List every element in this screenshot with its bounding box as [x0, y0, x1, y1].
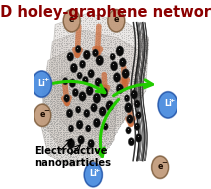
Circle shape	[34, 104, 51, 126]
Circle shape	[99, 107, 106, 116]
Circle shape	[66, 109, 73, 118]
Circle shape	[95, 78, 102, 87]
Text: e: e	[69, 15, 74, 24]
Circle shape	[92, 49, 98, 57]
Circle shape	[76, 120, 83, 129]
Circle shape	[127, 115, 133, 123]
Text: Electroactive
nanoparticles: Electroactive nanoparticles	[34, 146, 111, 168]
Circle shape	[93, 118, 100, 128]
Circle shape	[32, 71, 51, 97]
Circle shape	[116, 46, 124, 56]
Circle shape	[69, 79, 76, 88]
Polygon shape	[51, 13, 149, 123]
Circle shape	[63, 9, 80, 32]
Circle shape	[63, 10, 80, 32]
Circle shape	[124, 95, 130, 102]
Text: Li: Li	[89, 169, 97, 178]
Circle shape	[79, 91, 86, 101]
Circle shape	[84, 109, 90, 118]
Circle shape	[108, 9, 125, 32]
Text: −: −	[73, 14, 78, 20]
Circle shape	[70, 63, 77, 73]
Circle shape	[64, 94, 70, 102]
Text: +: +	[43, 77, 49, 82]
Circle shape	[93, 93, 101, 103]
Polygon shape	[42, 47, 128, 155]
Circle shape	[88, 69, 94, 78]
Circle shape	[68, 125, 74, 132]
Polygon shape	[41, 72, 117, 166]
Circle shape	[67, 139, 75, 149]
Circle shape	[108, 10, 125, 32]
Circle shape	[100, 88, 108, 98]
Circle shape	[62, 78, 68, 85]
Circle shape	[122, 69, 129, 79]
Text: −: −	[117, 14, 123, 20]
Circle shape	[31, 71, 52, 98]
Text: +: +	[95, 168, 100, 173]
Circle shape	[135, 134, 142, 142]
Circle shape	[103, 123, 108, 130]
Circle shape	[76, 106, 81, 113]
Circle shape	[34, 104, 51, 127]
Circle shape	[88, 139, 95, 148]
Circle shape	[84, 163, 103, 187]
Circle shape	[86, 86, 93, 95]
Circle shape	[110, 53, 115, 60]
Text: e: e	[39, 110, 45, 119]
Circle shape	[151, 156, 169, 179]
Text: +: +	[170, 98, 175, 103]
Text: −: −	[43, 108, 49, 115]
Circle shape	[75, 45, 81, 53]
Circle shape	[106, 101, 114, 111]
Circle shape	[128, 138, 134, 146]
Circle shape	[83, 50, 90, 60]
Circle shape	[131, 90, 138, 99]
Polygon shape	[48, 30, 140, 136]
Text: 3D holey-graphene network: 3D holey-graphene network	[0, 5, 211, 20]
Circle shape	[136, 112, 141, 119]
Circle shape	[113, 73, 121, 82]
Circle shape	[79, 60, 86, 68]
Circle shape	[84, 163, 102, 187]
Text: −: −	[161, 160, 167, 167]
Circle shape	[82, 76, 88, 84]
Circle shape	[67, 52, 74, 61]
Circle shape	[119, 58, 126, 67]
Text: e: e	[114, 15, 119, 24]
Circle shape	[91, 103, 97, 112]
Text: Li: Li	[164, 99, 172, 108]
Circle shape	[134, 100, 140, 108]
Circle shape	[85, 125, 91, 132]
Circle shape	[116, 84, 124, 94]
Circle shape	[77, 72, 82, 79]
Circle shape	[96, 55, 104, 66]
Text: Li: Li	[38, 79, 45, 88]
Circle shape	[72, 88, 78, 97]
Circle shape	[78, 136, 84, 144]
Circle shape	[158, 92, 178, 118]
Text: e: e	[157, 162, 163, 171]
Circle shape	[111, 61, 118, 71]
Circle shape	[126, 127, 131, 134]
Circle shape	[125, 103, 132, 113]
Circle shape	[158, 91, 178, 118]
Circle shape	[134, 123, 140, 130]
Circle shape	[152, 156, 168, 178]
